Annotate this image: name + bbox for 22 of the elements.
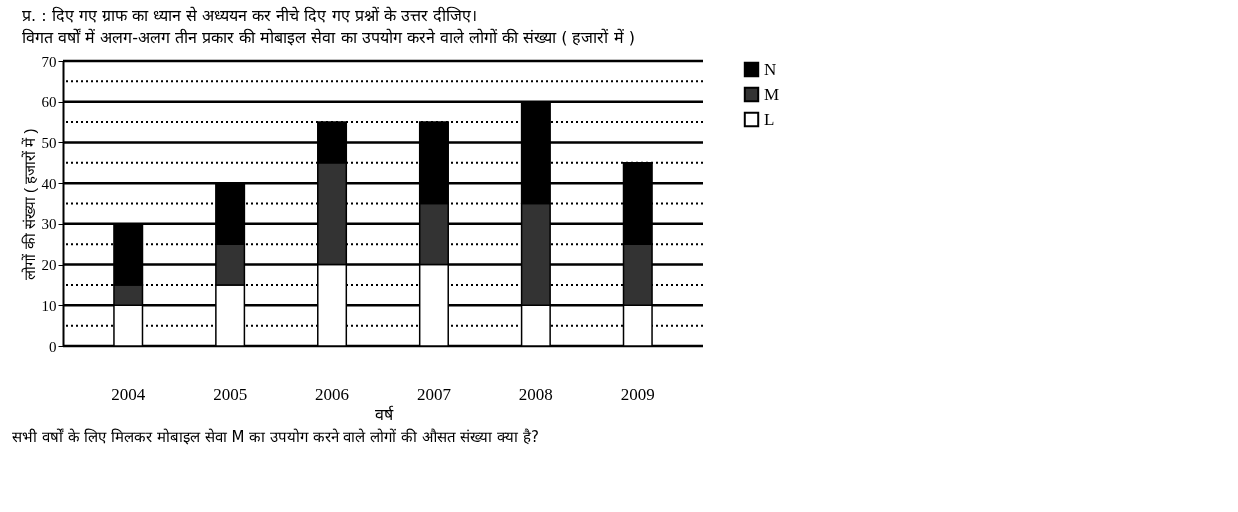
x-tick-label: 2004 — [111, 384, 146, 404]
y-tick-label: 0 — [49, 338, 57, 355]
x-tick-label: 2006 — [315, 384, 350, 404]
y-tick-label: 60 — [41, 94, 57, 111]
chart-title: प्र. : दिए गए ग्राफ का ध्यान से अध्ययन कर नीचे दिए गए प्रश्नों के उत्तर दीजिए। — [22, 6, 477, 25]
x-axis-title: वर्ष — [374, 404, 394, 423]
y-tick-label: 20 — [41, 257, 57, 274]
legend-label: M — [764, 84, 780, 104]
x-tick-label: 2009 — [620, 384, 655, 404]
y-tick-label: 40 — [41, 175, 57, 192]
legend-label: L — [764, 109, 775, 129]
y-axis-title: लोगों की संख्या ( हजारों में ) — [20, 128, 38, 280]
x-tick-label: 2005 — [213, 384, 248, 404]
chart-subtitle: विगत वर्षों में अलग-अलग तीन प्रकार की मोबाइल सेवा का उपयोग करने वाले लोगों की संख्या ( हजारों में ) — [22, 28, 635, 47]
legend-label: N — [764, 59, 777, 79]
y-tick-label: 70 — [41, 53, 57, 70]
text: सभी वर्षों के लिए मिलकर मोबाइल सेवा M का उपयोग करने वाले लोगों की औसत संख्या क्या है? — [12, 427, 540, 446]
x-tick-label: 2007 — [416, 384, 452, 404]
y-tick-label: 10 — [41, 297, 57, 314]
x-tick-label: 2008 — [518, 384, 553, 404]
y-tick-label: 50 — [41, 134, 57, 151]
y-tick-label: 30 — [41, 216, 57, 233]
